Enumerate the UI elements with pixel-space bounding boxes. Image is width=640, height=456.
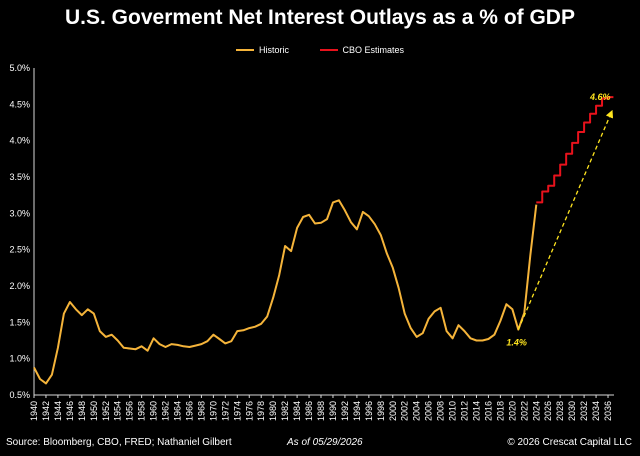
y-tick-label: 2.5% — [9, 245, 30, 255]
annotation-start-value: 1.4% — [506, 338, 527, 348]
x-tick-label: 1996 — [364, 401, 374, 421]
x-tick-label: 1992 — [340, 401, 350, 421]
x-tick-label: 2002 — [400, 401, 410, 421]
legend-item-historic[interactable]: Historic — [235, 45, 289, 55]
as-of-date: As of 05/29/2026 — [287, 437, 363, 448]
annotation-end-value: 4.6% — [589, 92, 611, 102]
y-tick-label: 2.0% — [9, 281, 30, 291]
annotation-layer: 4.6% 1.4% — [506, 92, 614, 348]
x-tick-label: 2026 — [543, 401, 553, 421]
x-tick-label: 1962 — [161, 401, 171, 421]
x-tick-label: 2020 — [507, 401, 517, 421]
y-tick-label: 3.5% — [9, 172, 30, 182]
x-tick-label: 1990 — [328, 401, 338, 421]
x-tick-label: 1966 — [184, 401, 194, 421]
series-line-cbo-estimates — [536, 96, 614, 204]
x-tick-label: 2034 — [591, 401, 601, 421]
y-tick-label: 1.5% — [9, 317, 30, 327]
legend-item-cbo[interactable]: CBO Estimates — [319, 45, 405, 55]
x-tick-label: 1950 — [89, 401, 99, 421]
page-title: U.S. Goverment Net Interest Outlays as a… — [65, 6, 575, 29]
x-tick-label: 1942 — [41, 401, 51, 421]
x-tick-label: 1974 — [232, 401, 242, 421]
y-tick-label: 0.5% — [9, 390, 30, 400]
x-tick-label: 1956 — [125, 401, 135, 421]
x-tick-label: 2036 — [603, 401, 613, 421]
copyright-note: © 2026 Crescat Capital LLC — [507, 437, 632, 448]
x-tick-label: 1994 — [352, 401, 362, 421]
x-tick-label: 1984 — [292, 401, 302, 421]
legend-label-cbo: CBO Estimates — [342, 45, 405, 55]
y-axis-ticks: 0.5% 1.0% 1.5% 2.0% 2.5% 3.0% 3.5% 4.0% 4.5% 5.0% — [9, 63, 30, 400]
x-tick-label: 1978 — [256, 401, 266, 421]
chart-legend: Historic CBO Estimates — [0, 43, 640, 55]
x-tick-label: 2010 — [448, 401, 458, 421]
x-tick-label: 1960 — [149, 401, 159, 421]
x-tick-label: 1944 — [53, 401, 63, 421]
x-tick-label: 2018 — [495, 401, 505, 421]
x-tick-label: 2008 — [436, 401, 446, 421]
x-tick-label: 2004 — [412, 401, 422, 421]
x-tick-label: 2000 — [388, 401, 398, 421]
x-tick-label: 1982 — [280, 401, 290, 421]
x-tick-label: 2028 — [555, 401, 565, 421]
x-tick-label: 2032 — [579, 401, 589, 421]
trend-arrow — [517, 109, 614, 330]
x-tick-label: 2024 — [531, 401, 541, 421]
x-tick-label: 2016 — [483, 401, 493, 421]
x-tick-label: 1954 — [113, 401, 123, 421]
y-tick-label: 4.5% — [9, 99, 30, 109]
legend-swatch-historic — [235, 49, 254, 51]
x-tick-label: 1968 — [196, 401, 206, 421]
x-tick-label: 2012 — [460, 401, 470, 421]
x-tick-label: 1946 — [65, 401, 75, 421]
x-tick-label: 1940 — [29, 401, 39, 421]
x-tick-label: 1980 — [268, 401, 278, 421]
x-tick-label: 1952 — [101, 401, 111, 421]
x-tick-label: 1958 — [137, 401, 147, 421]
x-tick-label: 1964 — [173, 401, 183, 421]
x-tick-label: 2030 — [567, 401, 577, 421]
x-tick-label: 2014 — [471, 401, 481, 421]
x-tick-label: 2006 — [424, 401, 434, 421]
x-tick-label: 1988 — [316, 401, 326, 421]
x-tick-label: 1976 — [244, 401, 254, 421]
legend-swatch-cbo — [319, 49, 338, 51]
x-axis-ticks: 1940 1942 1944 1946 1948 1950 1952 1954 1956 1958… — [29, 395, 613, 421]
y-tick-label: 4.0% — [9, 136, 30, 146]
x-tick-label: 1986 — [304, 401, 314, 421]
x-tick-label: 1998 — [376, 401, 386, 421]
y-tick-label: 3.0% — [9, 208, 30, 218]
y-tick-label: 1.0% — [9, 354, 30, 364]
x-tick-label: 1970 — [208, 401, 218, 421]
source-note: Source: Bloomberg, CBO, FRED; Nathaniel … — [6, 437, 232, 448]
y-tick-label: 5.0% — [9, 63, 30, 73]
series-line-historic — [33, 199, 538, 385]
series-layer — [33, 96, 614, 385]
x-tick-label: 2022 — [519, 401, 529, 421]
legend-label-historic: Historic — [258, 45, 289, 55]
x-tick-label: 1948 — [77, 401, 87, 421]
x-tick-label: 1972 — [220, 401, 230, 421]
